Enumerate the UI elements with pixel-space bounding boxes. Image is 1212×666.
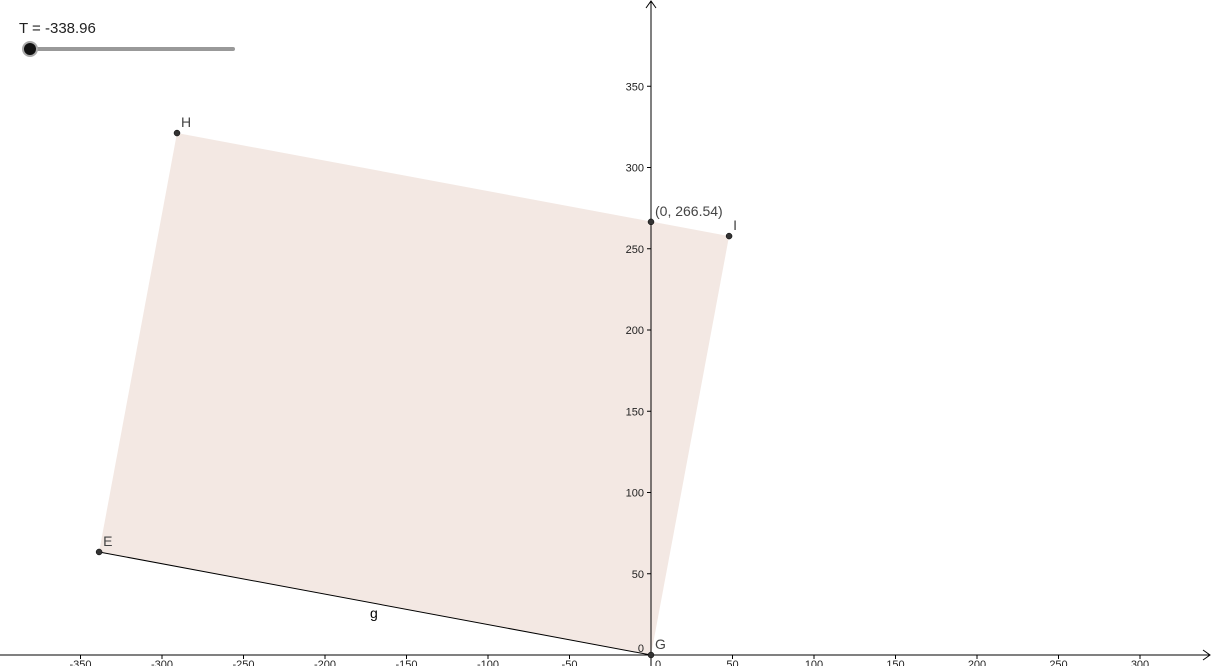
point-label: (0, 266.54) (655, 203, 723, 219)
y-tick-label: 50 (632, 569, 644, 581)
y-tick-label: 250 (626, 244, 644, 256)
point (647, 218, 655, 226)
segment-label: g (370, 605, 378, 621)
y-tick-label: 350 (626, 81, 644, 93)
x-tick-label: 250 (1049, 659, 1067, 666)
x-tick-label: -150 (395, 659, 417, 666)
slider-knob[interactable] (24, 43, 36, 55)
point-label: H (181, 114, 191, 130)
y-tick-label: 200 (626, 325, 644, 337)
x-tick-label: -250 (232, 659, 254, 666)
point (647, 651, 655, 659)
y-tick-label: 100 (626, 488, 644, 500)
slider-label: T = -338.96 (19, 20, 96, 37)
x-tick-label: -300 (151, 659, 173, 666)
x-tick-label: -100 (477, 659, 499, 666)
x-tick-label: 300 (1131, 659, 1149, 666)
y-tick-label: 300 (626, 163, 644, 175)
polygon-fill (99, 133, 730, 656)
x-tick-label: 100 (805, 659, 823, 666)
x-tick-label: 0 (655, 659, 661, 666)
point-label: I (733, 217, 737, 233)
x-tick-label: 150 (886, 659, 904, 666)
x-tick-label: -350 (69, 659, 91, 666)
y-tick-label: 150 (626, 406, 644, 418)
segment-g (98, 551, 652, 656)
point-label: E (103, 533, 112, 549)
y-axis-arrow (645, 0, 657, 9)
x-tick-label: -200 (314, 659, 336, 666)
x-axis-arrow (1202, 649, 1211, 661)
point (95, 548, 103, 556)
x-tick-label: 200 (968, 659, 986, 666)
y-tick-label: 0 (638, 643, 644, 655)
point (725, 232, 733, 240)
x-tick-label: -50 (562, 659, 578, 666)
point (173, 129, 181, 137)
x-tick-label: 50 (726, 659, 738, 666)
point-label: G (655, 636, 666, 652)
